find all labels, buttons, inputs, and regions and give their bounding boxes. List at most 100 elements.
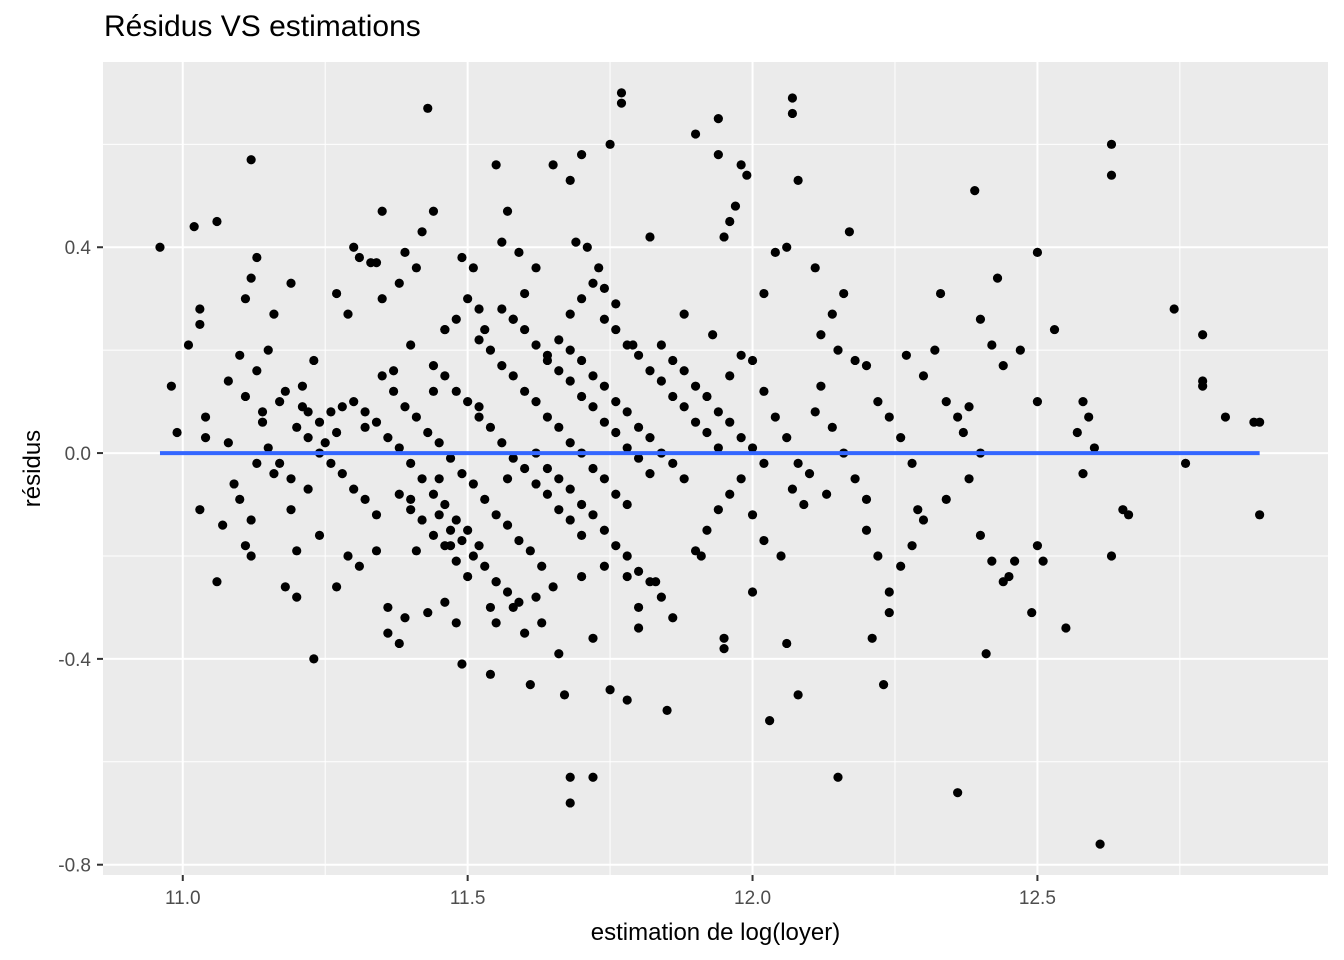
data-point	[406, 505, 416, 515]
data-point	[542, 350, 553, 360]
data-point	[349, 397, 359, 407]
data-point	[690, 381, 701, 391]
data-point	[309, 654, 319, 664]
x-axis-ticks: 11.0 11.5 12.0 12.5	[165, 875, 1056, 909]
data-point	[394, 443, 404, 453]
data-point	[656, 592, 666, 602]
data-point	[423, 607, 433, 618]
data-point	[468, 551, 478, 561]
data-point	[434, 438, 444, 448]
data-point	[645, 232, 655, 242]
data-point	[1027, 607, 1037, 618]
data-point	[633, 623, 644, 633]
data-point	[975, 530, 986, 540]
data-point	[1015, 345, 1025, 355]
data-point	[565, 438, 575, 448]
data-point	[1255, 417, 1265, 427]
data-point	[588, 371, 598, 381]
data-point	[531, 479, 541, 489]
data-point	[286, 278, 296, 288]
data-point	[679, 309, 689, 319]
data-point	[611, 541, 621, 551]
data-point	[428, 386, 439, 396]
data-point	[901, 350, 911, 360]
data-point	[1084, 412, 1094, 422]
data-point	[354, 252, 364, 263]
data-point	[662, 705, 672, 715]
data-point	[810, 263, 820, 273]
data-point	[303, 484, 313, 494]
data-point	[565, 772, 575, 782]
data-point	[520, 288, 530, 299]
data-point	[599, 474, 609, 484]
data-point	[599, 314, 609, 324]
data-point	[719, 633, 729, 643]
data-point	[388, 366, 399, 376]
data-point	[457, 252, 467, 263]
data-point	[240, 541, 251, 551]
data-point	[1106, 551, 1117, 561]
data-point	[508, 371, 518, 381]
data-point	[1169, 304, 1179, 314]
data-point	[337, 402, 347, 412]
data-point	[970, 186, 980, 196]
data-point	[428, 206, 439, 216]
data-point	[445, 453, 456, 463]
data-point	[884, 607, 894, 618]
data-point	[668, 613, 678, 623]
data-point	[736, 474, 746, 484]
data-point	[747, 510, 758, 520]
data-point	[804, 469, 815, 479]
data-point	[770, 247, 780, 257]
data-point	[377, 294, 387, 304]
data-point	[286, 505, 296, 515]
data-point	[827, 422, 837, 432]
data-point	[491, 510, 501, 520]
data-point	[480, 494, 490, 504]
data-point	[565, 175, 575, 185]
data-point	[599, 525, 609, 535]
data-point	[423, 427, 433, 438]
data-point	[679, 474, 689, 484]
data-point	[633, 422, 644, 432]
data-point	[497, 438, 507, 448]
data-point	[218, 520, 228, 530]
data-point	[542, 489, 553, 499]
data-point	[263, 345, 273, 355]
data-point	[468, 263, 478, 273]
data-point	[611, 324, 621, 335]
data-point	[223, 376, 233, 386]
data-point	[884, 587, 894, 597]
data-point	[953, 788, 963, 798]
y-axis-ticks: -0.8 -0.4 0.0 0.4	[58, 238, 103, 877]
data-point	[605, 139, 615, 149]
data-point	[520, 386, 530, 396]
data-point	[354, 561, 364, 571]
data-point	[571, 237, 581, 247]
data-point	[713, 150, 723, 160]
data-point	[314, 530, 325, 540]
data-point	[759, 288, 769, 299]
data-point	[514, 535, 524, 546]
data-point	[594, 263, 604, 273]
data-point	[514, 247, 524, 257]
data-point	[588, 463, 598, 474]
data-point	[480, 324, 490, 335]
data-point	[1095, 839, 1105, 849]
data-point	[645, 433, 655, 443]
data-point	[440, 597, 450, 607]
data-point	[776, 551, 786, 561]
data-point	[1198, 330, 1208, 340]
data-point	[645, 366, 655, 376]
data-point	[878, 680, 889, 690]
data-point	[497, 237, 507, 247]
data-point	[537, 618, 547, 628]
data-point	[702, 427, 712, 438]
data-point	[702, 525, 712, 535]
data-point	[377, 371, 387, 381]
data-point	[793, 175, 803, 185]
data-point	[240, 294, 251, 304]
data-point	[981, 649, 991, 659]
data-point	[554, 474, 564, 484]
data-point	[730, 201, 741, 211]
